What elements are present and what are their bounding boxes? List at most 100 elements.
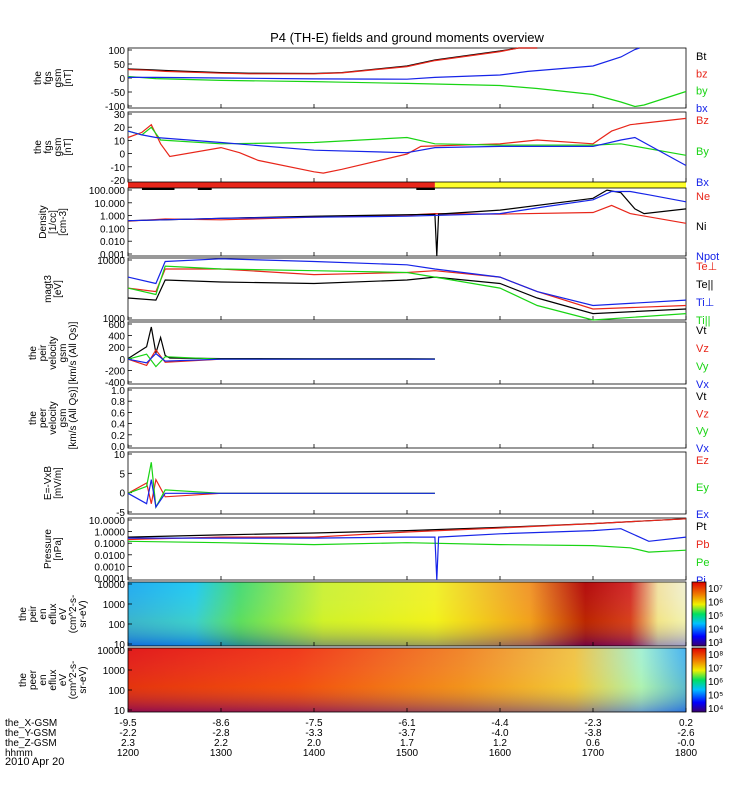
legend-efield-2: Ex — [696, 509, 709, 521]
y-tick-label: 0.0010 — [94, 562, 125, 573]
x-axis-tick-label: -3.7 — [398, 728, 416, 739]
x-axis-tick-label: -3.8 — [584, 728, 602, 739]
x-axis-tick-label: -2.6 — [677, 728, 695, 739]
y-tick-label: 0.6 — [111, 408, 125, 419]
legend-temperature-1: Te|| — [696, 279, 713, 291]
colorbar-tick-label: 10⁷ — [708, 664, 723, 675]
series-line-pressure-2 — [127, 540, 687, 553]
legend-peir_velocity-2: Vy — [696, 361, 709, 373]
x-axis-row-label: the_Y-GSM — [5, 728, 56, 739]
legend-fgs_zoom-0: Bz — [696, 115, 709, 127]
date-label: 2010 Apr 20 — [5, 756, 64, 768]
y-axis-label: eV — [58, 674, 69, 687]
y-tick-label: 10000 — [97, 256, 125, 267]
colorbar-tick-label: 10⁴ — [708, 704, 723, 715]
y-tick-label: 0.100 — [100, 224, 125, 235]
y-tick-label: 0 — [119, 74, 125, 85]
colorbar-tick-label: 10⁸ — [708, 650, 723, 661]
y-axis-label: the — [33, 71, 44, 85]
y-tick-label: 0.010 — [100, 237, 125, 248]
legend-fgs_mag-2: by — [696, 86, 708, 98]
x-axis-tick-label: -0.0 — [677, 738, 695, 749]
x-axis-tick-label: 0.2 — [679, 718, 693, 729]
y-tick-label: 0.4 — [111, 420, 125, 431]
y-axis-label: peer — [28, 669, 39, 690]
ephemeris-bar-red — [128, 182, 435, 188]
x-axis-tick-label: 2.0 — [307, 738, 321, 749]
y-axis-label: (cm^2-s- — [68, 595, 79, 634]
legend-fgs_mag-1: bz — [696, 68, 708, 80]
y-tick-label: 10.0000 — [89, 516, 126, 527]
panel-fgs_mag: 100 50 0 -50 -100 the fgs gsm [nT] Bt bz by bx — [33, 46, 708, 115]
x-axis-tick-label: 1.7 — [400, 738, 414, 749]
y-tick-label: 600 — [108, 320, 125, 331]
x-axis-tick-label: -2.2 — [119, 728, 137, 739]
y-axis-label: the — [18, 673, 29, 687]
y-tick-label: 1.0000 — [94, 528, 125, 539]
x-axis-row-label: hhmm — [5, 748, 33, 759]
y-tick-label: 0.001 — [100, 250, 125, 261]
ephemeris-bar-yellow — [434, 182, 686, 188]
y-tick-label: 100.000 — [89, 186, 126, 197]
legend-fgs_zoom-1: By — [696, 146, 709, 158]
y-axis-label: fgs — [43, 140, 54, 153]
y-tick-label: 1000 — [103, 314, 126, 325]
y-axis-label: (cm^2-s- — [68, 661, 79, 700]
y-tick-label: 10000 — [97, 646, 125, 657]
x-axis-tick-label: 1600 — [489, 748, 512, 759]
y-tick-label: 0.0 — [111, 442, 125, 453]
ephemeris-bar-segment — [197, 188, 212, 190]
y-tick-label: 10 — [114, 136, 126, 147]
x-axis-tick-label: -9.5 — [119, 718, 137, 729]
panel-fgs_zoom: 30 20 10 0 -10 -20 the fgs gsm [nT] Bz By Bx — [33, 110, 709, 189]
y-tick-label: 10000 — [97, 580, 125, 591]
colorbar-tick-label: 10⁴ — [708, 625, 723, 636]
legend-density-1: Ni — [696, 221, 706, 233]
heatmap-shading — [128, 582, 686, 646]
x-axis-tick-label: -2.3 — [584, 718, 602, 729]
y-axis-label: peer — [38, 407, 49, 428]
y-axis-label: [eV] — [53, 280, 64, 298]
y-tick-label: 100 — [108, 686, 125, 697]
x-axis-row-label: the_Z-GSM — [5, 738, 57, 749]
series-line-temperature-2 — [127, 258, 687, 307]
series-line-temperature-3 — [127, 265, 687, 321]
panel-density: 100.000 10.000 1.0000.100 0.010 0.001 Density… — [38, 186, 719, 263]
x-axis-tick-label: -2.8 — [212, 728, 230, 739]
y-axis-label: gsm — [58, 409, 69, 428]
y-tick-label: -10 — [111, 163, 126, 174]
legend-pressure-1: Pb — [696, 539, 709, 551]
y-axis-label: velocity — [48, 401, 59, 434]
y-axis-label: gsm — [53, 138, 64, 157]
y-axis-label: peir — [38, 344, 49, 361]
x-axis-tick-label: 1200 — [117, 748, 140, 759]
series-line-fgs_mag-3 — [128, 47, 640, 80]
y-tick-label: 1.0 — [111, 386, 125, 397]
x-axis-tick-label: -6.1 — [398, 718, 416, 729]
x-axis-tick-label: 0.6 — [586, 738, 600, 749]
y-axis-label: velocity — [48, 336, 59, 369]
y-axis-label: gsm — [58, 344, 69, 363]
series-line-temperature-1 — [127, 276, 687, 315]
x-axis-tick-label: -7.5 — [305, 718, 323, 729]
colorbar — [691, 581, 707, 647]
legend-peer_velocity-0: Vt — [696, 391, 706, 403]
panel-peer_eflux: 10⁸ 10⁷ 10⁶ 10⁵ 10⁴ 10000 1000 100 10 the peer en ef… — [18, 646, 723, 717]
legend-peer_velocity-1: Vz — [696, 408, 709, 420]
legend-temperature-0: Te⊥ — [696, 261, 717, 273]
legend-temperature-2: Ti⊥ — [696, 297, 714, 309]
y-axis-label: Pressure — [43, 529, 54, 569]
legend-pressure-0: Pt — [696, 521, 706, 533]
series-line-pressure-1 — [127, 518, 687, 541]
y-tick-label: -5 — [116, 508, 125, 519]
x-axis-tick-label: 1300 — [210, 748, 233, 759]
x-axis-tick-label: 2.3 — [121, 738, 135, 749]
panel-peir_eflux: 10⁷ 10⁶ 10⁵ 10⁴ 10³ 10000 1000 100 10 the peir en ef… — [18, 580, 723, 651]
y-tick-label: 0 — [119, 355, 125, 366]
ephemeris-bar-segment — [416, 188, 435, 190]
y-axis-label: [cm-3] — [58, 208, 69, 236]
colorbar-tick-label: 10⁵ — [708, 611, 723, 622]
